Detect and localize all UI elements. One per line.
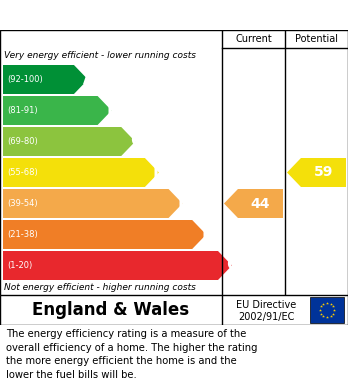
Polygon shape bbox=[3, 127, 135, 156]
Text: G: G bbox=[226, 256, 240, 274]
Text: F: F bbox=[201, 226, 213, 244]
Text: Potential: Potential bbox=[295, 34, 338, 44]
Text: England & Wales: England & Wales bbox=[32, 301, 190, 319]
Text: E: E bbox=[178, 194, 189, 212]
Text: (39-54): (39-54) bbox=[7, 199, 38, 208]
Text: 59: 59 bbox=[314, 165, 333, 179]
Text: D: D bbox=[153, 163, 167, 181]
Polygon shape bbox=[224, 189, 283, 218]
Text: The energy efficiency rating is a measure of the
overall efficiency of a home. T: The energy efficiency rating is a measur… bbox=[6, 329, 258, 380]
Text: (81-91): (81-91) bbox=[7, 106, 38, 115]
Text: C: C bbox=[130, 133, 142, 151]
Text: (92-100): (92-100) bbox=[7, 75, 43, 84]
Text: Very energy efficient - lower running costs: Very energy efficient - lower running co… bbox=[4, 52, 196, 61]
Text: A: A bbox=[82, 70, 95, 88]
Text: B: B bbox=[106, 102, 119, 120]
Text: (1-20): (1-20) bbox=[7, 261, 32, 270]
Text: EU Directive: EU Directive bbox=[236, 301, 296, 310]
Text: (55-68): (55-68) bbox=[7, 168, 38, 177]
Text: 44: 44 bbox=[251, 197, 270, 210]
Text: Current: Current bbox=[235, 34, 272, 44]
Bar bbox=[310, 297, 344, 323]
Polygon shape bbox=[287, 158, 346, 187]
Polygon shape bbox=[3, 96, 112, 125]
Text: (21-38): (21-38) bbox=[7, 230, 38, 239]
Polygon shape bbox=[3, 158, 159, 187]
Text: (69-80): (69-80) bbox=[7, 137, 38, 146]
Polygon shape bbox=[3, 189, 182, 218]
Polygon shape bbox=[3, 251, 232, 280]
Text: 2002/91/EC: 2002/91/EC bbox=[238, 312, 294, 322]
Text: Not energy efficient - higher running costs: Not energy efficient - higher running co… bbox=[4, 283, 196, 292]
Polygon shape bbox=[3, 220, 206, 249]
Polygon shape bbox=[3, 65, 88, 94]
Text: Energy Efficiency Rating: Energy Efficiency Rating bbox=[10, 6, 239, 24]
